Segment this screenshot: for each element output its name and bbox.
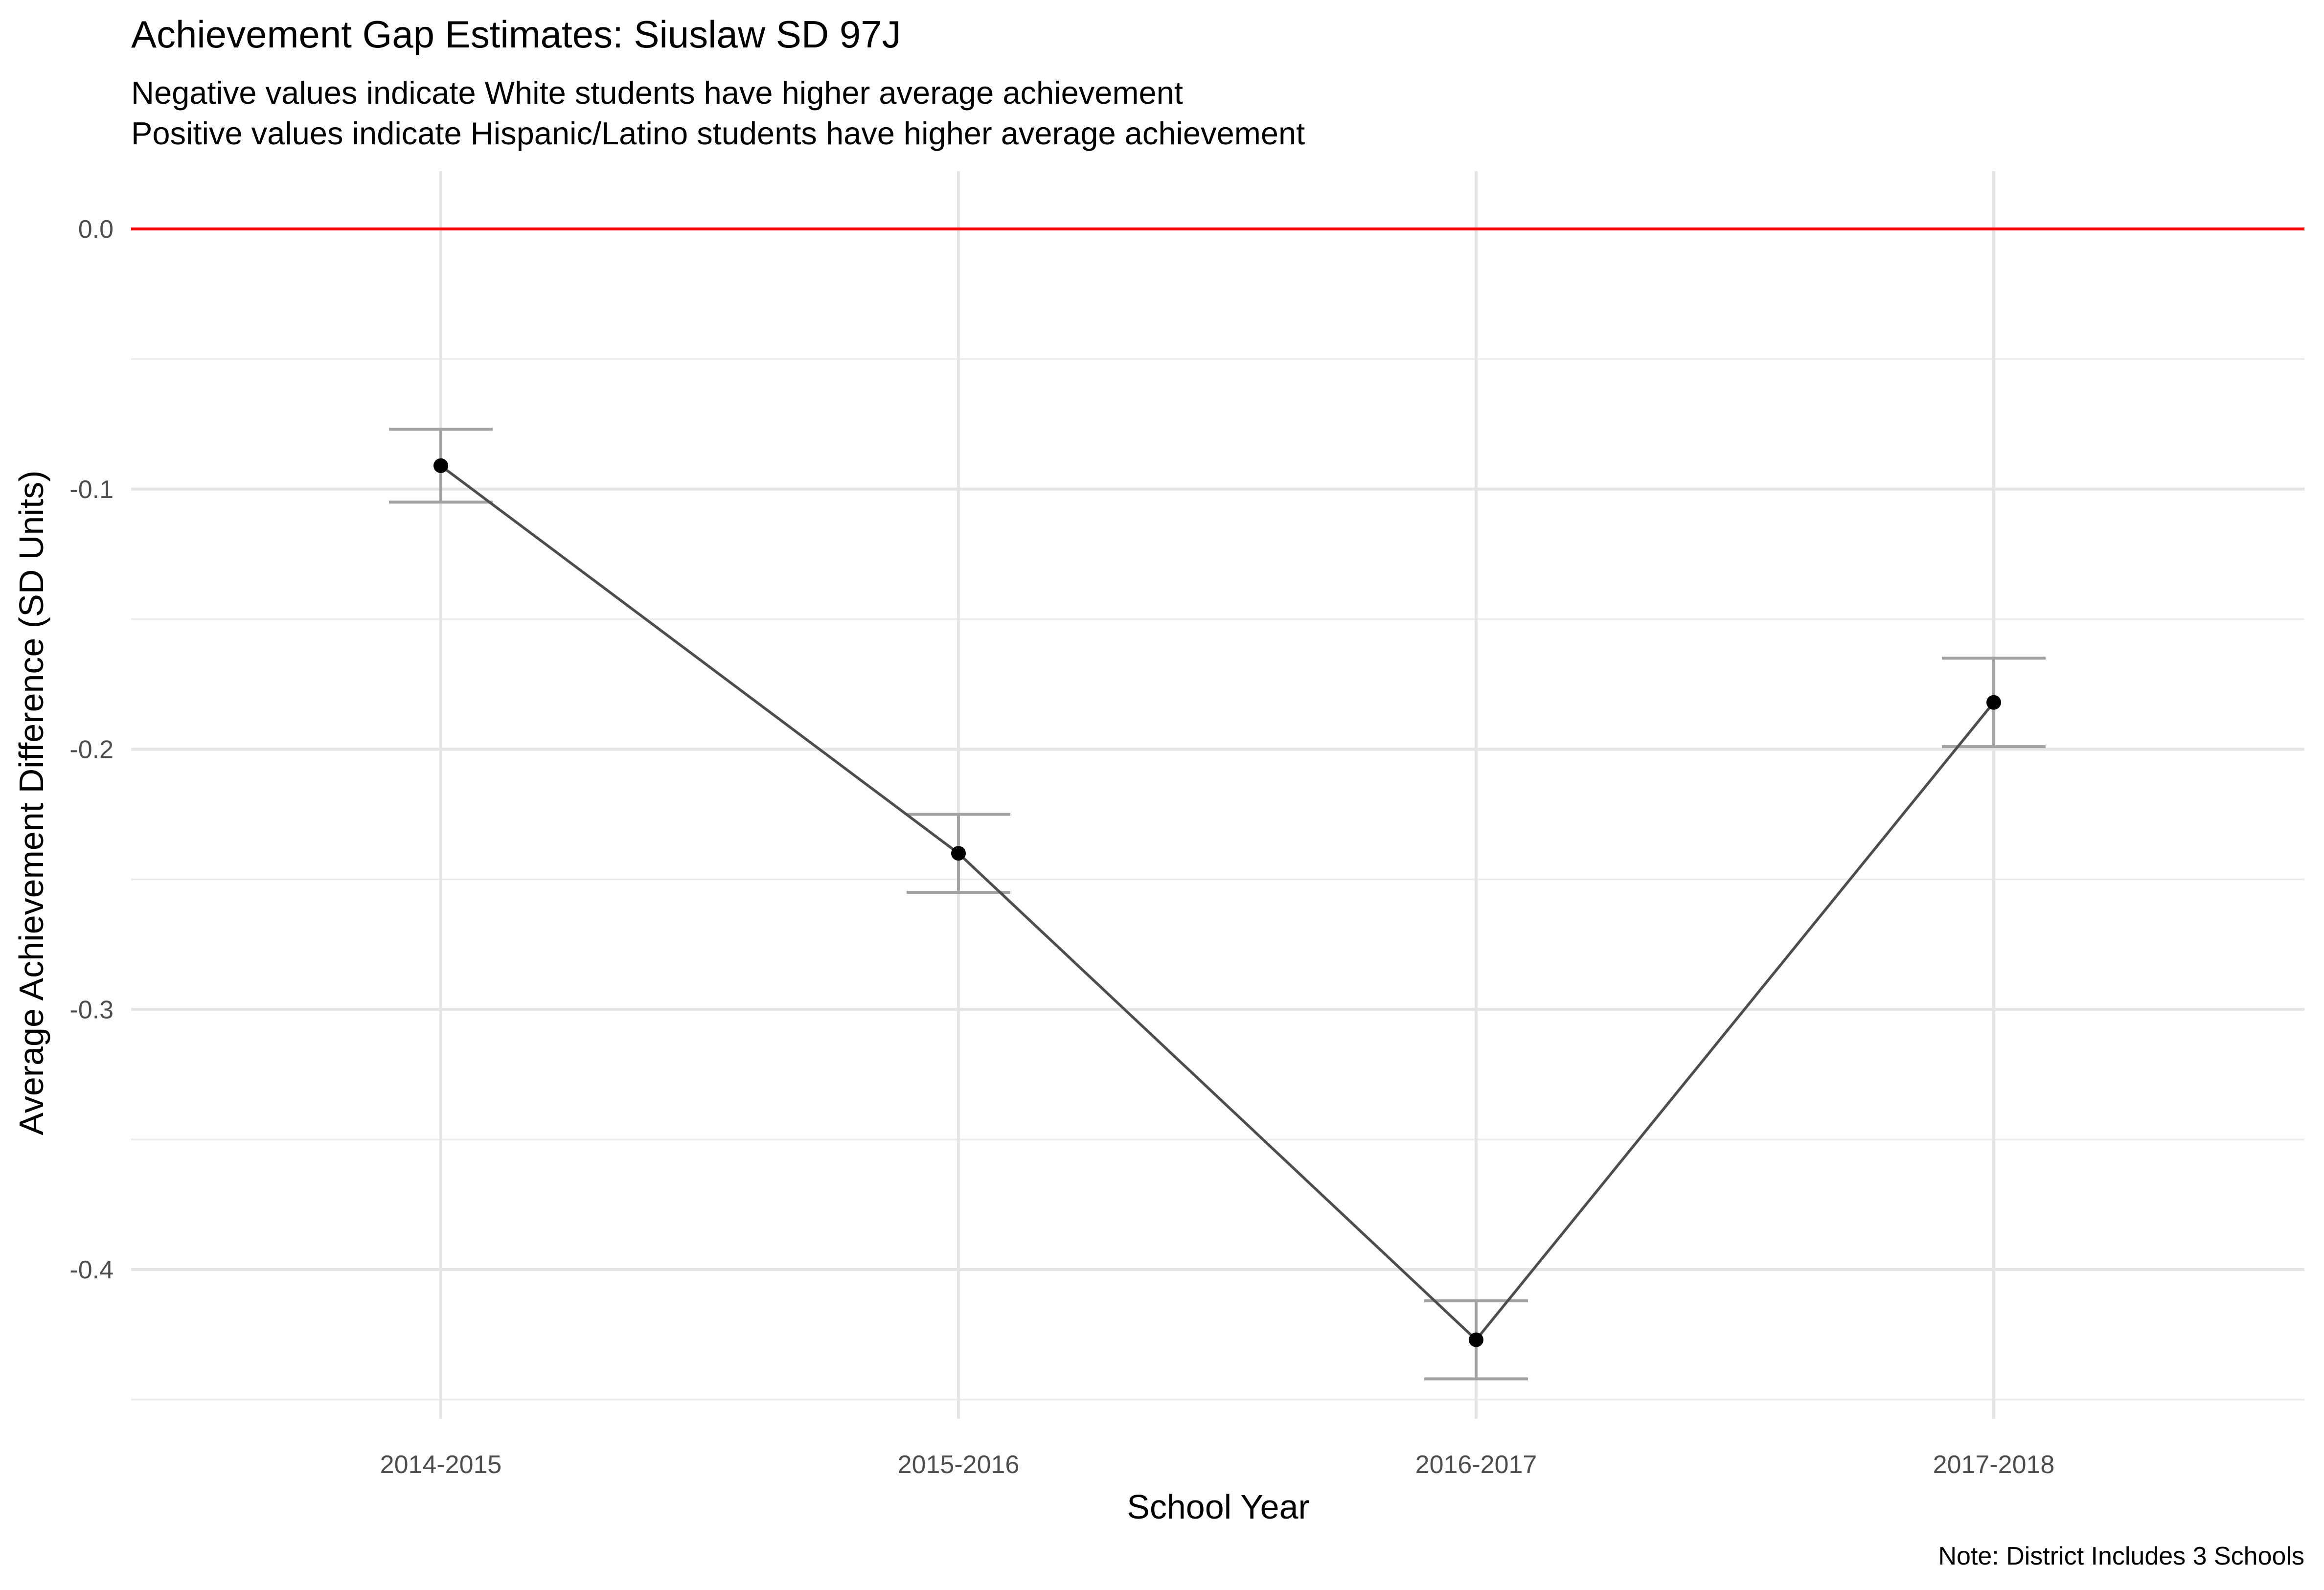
data-point	[951, 846, 966, 861]
x-tick-label: 2015-2016	[898, 1451, 1020, 1479]
data-point	[1469, 1332, 1483, 1347]
data-point	[433, 458, 448, 473]
series-line-group	[440, 464, 1995, 1342]
y-tick-label: 0.0	[78, 215, 114, 244]
data-point	[1986, 695, 2001, 710]
error-bars	[389, 428, 2046, 1381]
y-tick-label: -0.3	[69, 996, 114, 1024]
grid	[131, 171, 2304, 1419]
x-axis-title: School Year	[1127, 1488, 1310, 1526]
chart-subtitle-line-1: Negative values indicate White students …	[131, 75, 1183, 111]
y-tick-label: -0.2	[69, 736, 114, 764]
y-axis-title: Average Achievement Difference (SD Units…	[12, 470, 50, 1135]
y-tick-label: -0.1	[69, 476, 114, 504]
x-tick-label: 2017-2018	[1933, 1451, 2055, 1479]
x-axis-ticks: 2014-2015 2015-2016 2016-2017 2017-2018	[380, 1451, 2055, 1479]
data-points	[433, 458, 2001, 1347]
y-tick-label: -0.4	[69, 1256, 114, 1284]
y-axis-ticks: 0.0 -0.1 -0.2 -0.3 -0.4	[69, 215, 114, 1284]
chart-title: Achievement Gap Estimates: Siuslaw SD 97…	[131, 13, 901, 56]
chart-caption: Note: District Includes 3 Schools	[1938, 1542, 2304, 1570]
x-tick-label: 2016-2017	[1415, 1451, 1537, 1479]
series-line	[440, 464, 1995, 1342]
x-tick-label: 2014-2015	[380, 1451, 502, 1479]
chart-subtitle-line-2: Positive values indicate Hispanic/Latino…	[131, 115, 1305, 151]
